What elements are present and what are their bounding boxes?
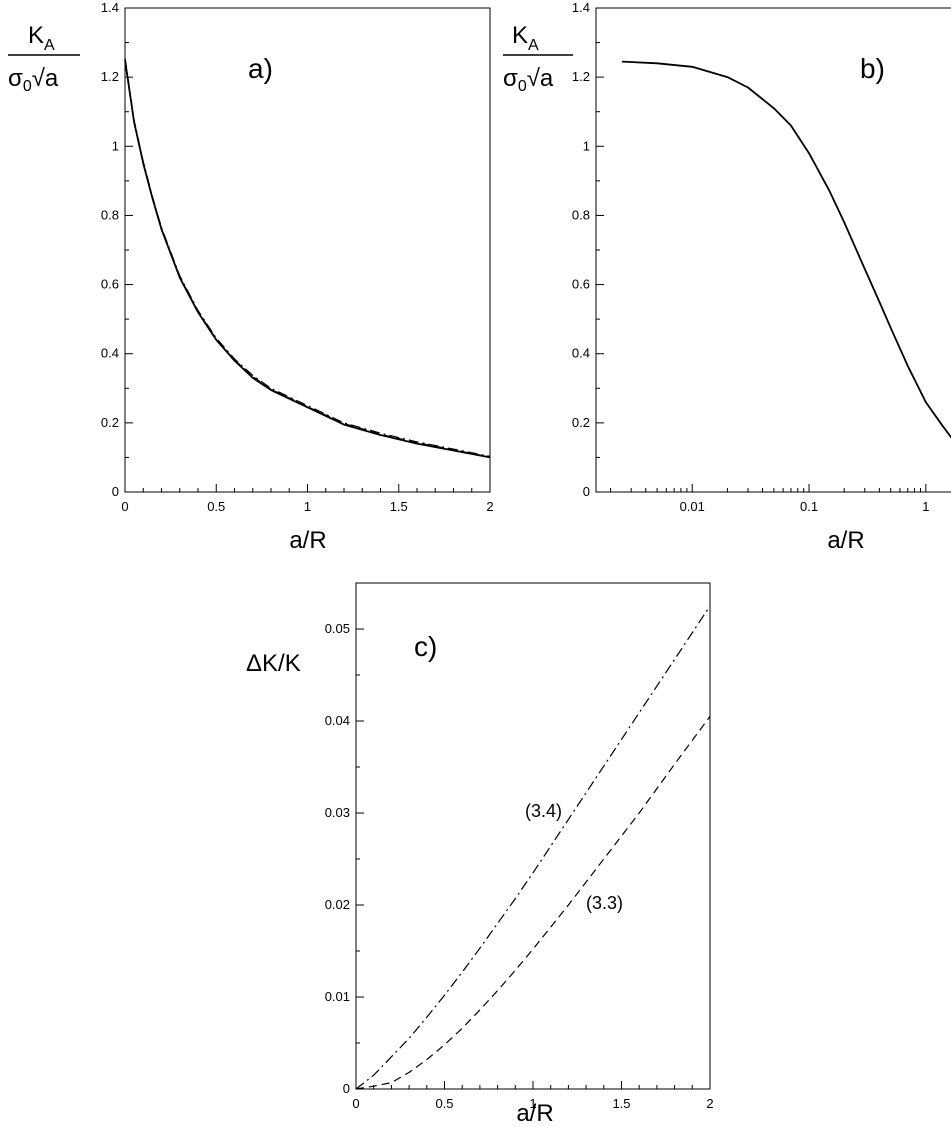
panel-b-ylabel-k-sub: A	[528, 37, 539, 54]
panel-a-label: a)	[248, 53, 273, 84]
panel-c-xtick-label: 1	[529, 1096, 536, 1111]
panel-b-ytick-label: 0.2	[572, 415, 590, 430]
panel-a-ylabel: KA σ0√a	[8, 22, 80, 95]
panel-c-xtick-label: 0.5	[435, 1096, 453, 1111]
panel-a-ylabel-sigma: σ	[8, 65, 23, 92]
panel-a-ytick-label: 0	[112, 484, 119, 499]
panel-c-ytick-label: 0.01	[325, 989, 350, 1004]
panel-a-ytick-label: 0.4	[101, 346, 119, 361]
panel-a: 0 0.2 0.4 0.6 0.8 1 1.2 1.4 0 0.5 1 1.5 2 a) a/R KA …	[8, 0, 494, 554]
panel-b-ytick-label: 0.6	[572, 277, 590, 292]
panel-b-ytick-label: 1.2	[572, 69, 590, 84]
panel-b-ylabel-sigma: σ	[503, 65, 518, 92]
panel-c-ytick-label: 0	[343, 1081, 350, 1096]
panel-c-annotation-3-4: (3.4)	[525, 801, 562, 821]
panel-c-ticks: 0 0.01 0.02 0.03 0.04 0.05 0 0.5 1 1.5 2	[325, 621, 714, 1111]
panel-c-xlabel: a/R	[516, 1100, 553, 1127]
panel-b-ytick-label: 0	[583, 484, 590, 499]
panel-a-ylabel-k: K	[28, 22, 44, 49]
panel-a-ytick-label: 1	[112, 138, 119, 153]
panel-b-ticks: 0 0.2 0.4 0.6 0.8 1 1.2 1.4 0.01 0.1 1	[572, 0, 930, 514]
panel-a-xtick-label: 0	[121, 499, 128, 514]
panel-b-ytick-label: 0.8	[572, 207, 590, 222]
panel-a-xtick-label: 1.5	[390, 499, 408, 514]
panel-c-xtick-label: 0	[352, 1096, 359, 1111]
panel-c-ytick-label: 0.04	[325, 713, 350, 728]
panel-a-series-solid	[124, 59, 491, 459]
panel-c-series-dashed	[355, 716, 711, 1090]
panel-b-label: b)	[860, 53, 885, 84]
panel-c-ytick-label: 0.05	[325, 621, 350, 636]
panel-c-series-dashdot	[355, 605, 711, 1090]
panel-c-label: c)	[414, 631, 437, 662]
panel-c-ylabel: ΔK/K	[246, 650, 301, 677]
svg-text:KA: KA	[512, 22, 539, 54]
panel-a-ytick-label: 1.2	[101, 69, 119, 84]
panel-c-ytick-label: 0.02	[325, 897, 350, 912]
panel-a-ytick-label: 0.6	[101, 277, 119, 292]
panel-b-xtick-label: 0.1	[800, 499, 818, 514]
panel-a-ticks: 0 0.2 0.4 0.6 0.8 1 1.2 1.4 0 0.5 1 1.5 2	[101, 0, 494, 514]
panel-a-plot-frame	[124, 7, 491, 493]
panel-b-ytick-label: 1.4	[572, 0, 590, 15]
panel-b-ylabel-k: K	[512, 22, 528, 49]
panel-a-xtick-label: 0.5	[207, 499, 225, 514]
panel-c-series	[355, 605, 711, 1090]
panel-b-plot-frame	[595, 7, 951, 493]
panel-b-ylabel-root: √a	[527, 65, 554, 92]
panel-a-ytick-label: 0.2	[101, 415, 119, 430]
svg-text:KA: KA	[28, 22, 55, 54]
panel-c-xtick-label: 2	[706, 1096, 713, 1111]
panel-c: 0 0.01 0.02 0.03 0.04 0.05 0 0.5 1 1.5 2 c) a/R ΔK…	[246, 582, 714, 1127]
panel-b-xlabel: a/R	[827, 527, 864, 554]
panel-b-series	[621, 60, 951, 439]
panel-a-ytick-label: 1.4	[101, 0, 119, 15]
panel-b-ylabel: KA σ0√a	[503, 22, 573, 95]
panel-a-series-dashed	[124, 59, 491, 458]
panel-c-ytick-label: 0.03	[325, 805, 350, 820]
panel-b: 0 0.2 0.4 0.6 0.8 1 1.2 1.4 0.01 0.1 1 b) a/R KA σ…	[503, 0, 951, 554]
panel-a-ytick-label: 0.8	[101, 207, 119, 222]
svg-text:σ0√a: σ0√a	[503, 65, 554, 95]
panel-a-xlabel: a/R	[289, 527, 326, 554]
panel-b-xtick-label: 1	[922, 499, 929, 514]
svg-text:σ0√a: σ0√a	[8, 65, 59, 95]
panel-a-ylabel-sigma-sub: 0	[23, 78, 32, 95]
panel-c-annotation-3-3: (3.3)	[586, 893, 623, 913]
panel-a-xtick-label: 2	[486, 499, 493, 514]
panel-b-series-solid	[621, 60, 951, 439]
panel-a-ylabel-k-sub: A	[44, 37, 55, 54]
panel-a-series	[124, 58, 491, 459]
panel-b-xtick-label: 0.01	[680, 499, 705, 514]
panel-b-ytick-label: 1	[583, 138, 590, 153]
panel-c-xtick-label: 1.5	[612, 1096, 630, 1111]
panel-b-ytick-label: 0.4	[572, 346, 590, 361]
panel-c-plot-frame	[355, 582, 711, 1090]
panel-a-ylabel-root: √a	[32, 65, 59, 92]
panel-b-ylabel-sigma-sub: 0	[518, 78, 527, 95]
panel-a-series-dashdot	[124, 58, 491, 457]
panel-a-xtick-label: 1	[304, 499, 311, 514]
